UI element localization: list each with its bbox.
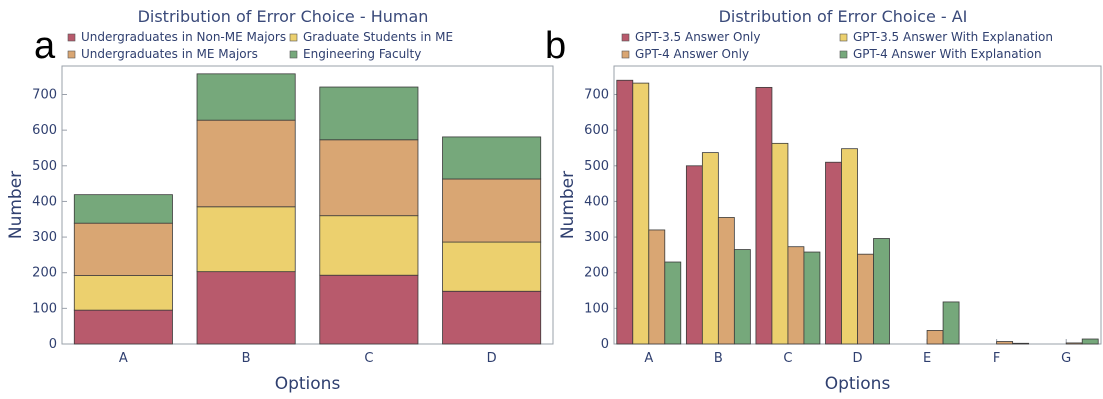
x-tick-label: F [993,351,1000,366]
bar-segment [196,73,296,121]
bar [733,249,751,345]
bar-segment [73,275,173,311]
bar-segment [196,206,296,273]
bar-segment [319,139,419,217]
plot-frame [61,65,554,345]
bar-segment [442,241,542,292]
y-axis-label: Number [558,171,578,239]
y-tick-label: 200 [584,266,609,281]
bar [926,330,944,345]
bar [701,152,719,345]
bar-segment [73,222,173,276]
bar [825,161,842,345]
legend-swatch [839,33,848,42]
legend-label: Engineering Faculty [303,47,421,61]
x-tick-label: B [714,351,723,366]
x-tick-label: A [119,351,128,366]
legend-label: Undergraduates in Non-ME Majors [81,30,286,44]
x-tick-label: D [487,351,497,366]
y-tick-label: 600 [584,123,609,138]
bar [857,253,874,345]
bar-segment [319,86,419,141]
bar [664,261,682,345]
bar-segment [319,215,419,276]
bar [787,246,805,345]
panel-label-a: a [34,25,56,67]
legend-swatch [621,50,630,59]
bar [771,142,789,345]
bar [996,341,1014,345]
bar [717,217,735,345]
bar [755,86,773,345]
bar [616,79,634,345]
panel-label-b: b [545,25,566,67]
x-tick-label: A [644,351,653,366]
bar [632,82,650,345]
bar [1081,338,1099,345]
bar [685,165,703,345]
bar [1012,342,1030,345]
legend-label: GPT-4 Answer With Explanation [853,47,1042,61]
x-tick-label: C [783,351,792,366]
bar [942,301,960,345]
y-tick-label: 500 [584,159,609,174]
bar-segment [73,309,173,345]
bar [873,238,890,345]
x-axis-label: Options [825,374,891,394]
x-tick-label: C [364,351,373,366]
y-tick-label: 300 [584,230,609,245]
legend-swatch [289,33,298,42]
bar [841,148,858,345]
y-tick-label: 400 [32,194,57,209]
x-tick-label: D [852,351,862,366]
legend-swatch [67,50,76,59]
legend-label: Graduate Students in ME [303,30,453,44]
legend-swatch [839,50,848,59]
legend-label: GPT-3.5 Answer With Explanation [853,30,1053,44]
x-axis-label: Options [275,374,341,394]
x-tick-label: B [242,351,251,366]
y-tick-label: 700 [32,88,57,103]
y-tick-label: 300 [32,230,57,245]
legend-swatch [621,33,630,42]
bar-segment [196,119,296,208]
chart-title: Distribution of Error Choice - Human [138,7,429,26]
y-tick-label: 0 [49,337,57,352]
y-tick-label: 600 [32,123,57,138]
y-tick-label: 100 [584,301,609,316]
bar [648,229,666,345]
chart-title: Distribution of Error Choice - AI [719,7,968,26]
legend-label: Undergraduates in ME Majors [81,47,258,61]
y-axis-label: Number [6,171,26,239]
y-tick-label: 500 [32,159,57,174]
legend-label: GPT-4 Answer Only [635,47,749,61]
bar-segment [196,271,296,345]
y-tick-label: 100 [32,301,57,316]
x-tick-label: E [923,351,931,366]
y-tick-label: 400 [584,194,609,209]
x-tick-label: G [1061,351,1071,366]
bar-segment [319,274,419,345]
legend-swatch [289,50,298,59]
y-tick-label: 0 [601,337,609,352]
y-tick-label: 200 [32,266,57,281]
bar [803,251,821,345]
legend-swatch [67,33,76,42]
bar-segment [442,178,542,243]
y-tick-label: 700 [584,88,609,103]
bar-segment [442,290,542,345]
bar-segment [442,136,542,180]
bar-segment [73,194,173,224]
legend-label: GPT-3.5 Answer Only [635,30,761,44]
bar [1065,342,1083,345]
